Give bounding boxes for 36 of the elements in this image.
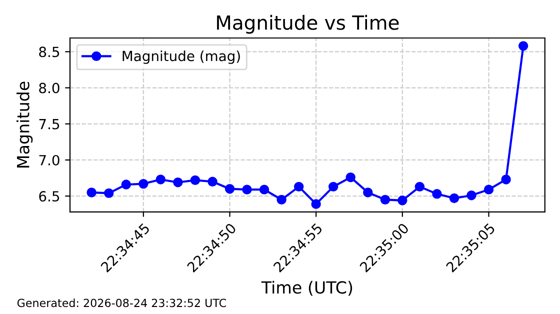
point <box>190 175 200 186</box>
text: Generated: 2026-08-24 23:32:52 UTC <box>17 298 226 308</box>
y-axis-title: Magnitude <box>16 82 33 168</box>
point <box>432 189 442 199</box>
point <box>138 178 148 189</box>
point <box>173 177 183 188</box>
point <box>501 174 511 184</box>
point <box>104 188 114 198</box>
point <box>466 190 476 200</box>
chart-title: Magnitude vs Time <box>217 14 399 34</box>
point <box>414 182 425 192</box>
y-tick-label: 7.0 <box>39 154 60 166</box>
point <box>121 180 131 190</box>
point <box>156 174 166 184</box>
point <box>86 188 96 198</box>
y-tick-label: 7.5 <box>39 119 60 130</box>
point <box>363 188 373 198</box>
y-tick-label: 8.0 <box>39 82 60 94</box>
point <box>398 196 408 206</box>
point <box>484 184 494 194</box>
legend-label: Magnitude (mag) <box>122 50 240 64</box>
x-axis-title: Time (UTC) <box>261 280 352 296</box>
point <box>276 194 286 205</box>
point <box>449 193 460 204</box>
point <box>346 172 356 182</box>
y-tick-label: 6.5 <box>39 191 60 202</box>
point <box>328 182 338 192</box>
point <box>259 184 270 194</box>
y-tick-label: 8.5 <box>39 46 60 58</box>
point <box>242 184 252 194</box>
point <box>294 182 304 192</box>
point <box>380 194 390 205</box>
point <box>208 176 218 186</box>
point <box>311 199 321 209</box>
point <box>518 41 528 51</box>
point <box>224 184 235 194</box>
